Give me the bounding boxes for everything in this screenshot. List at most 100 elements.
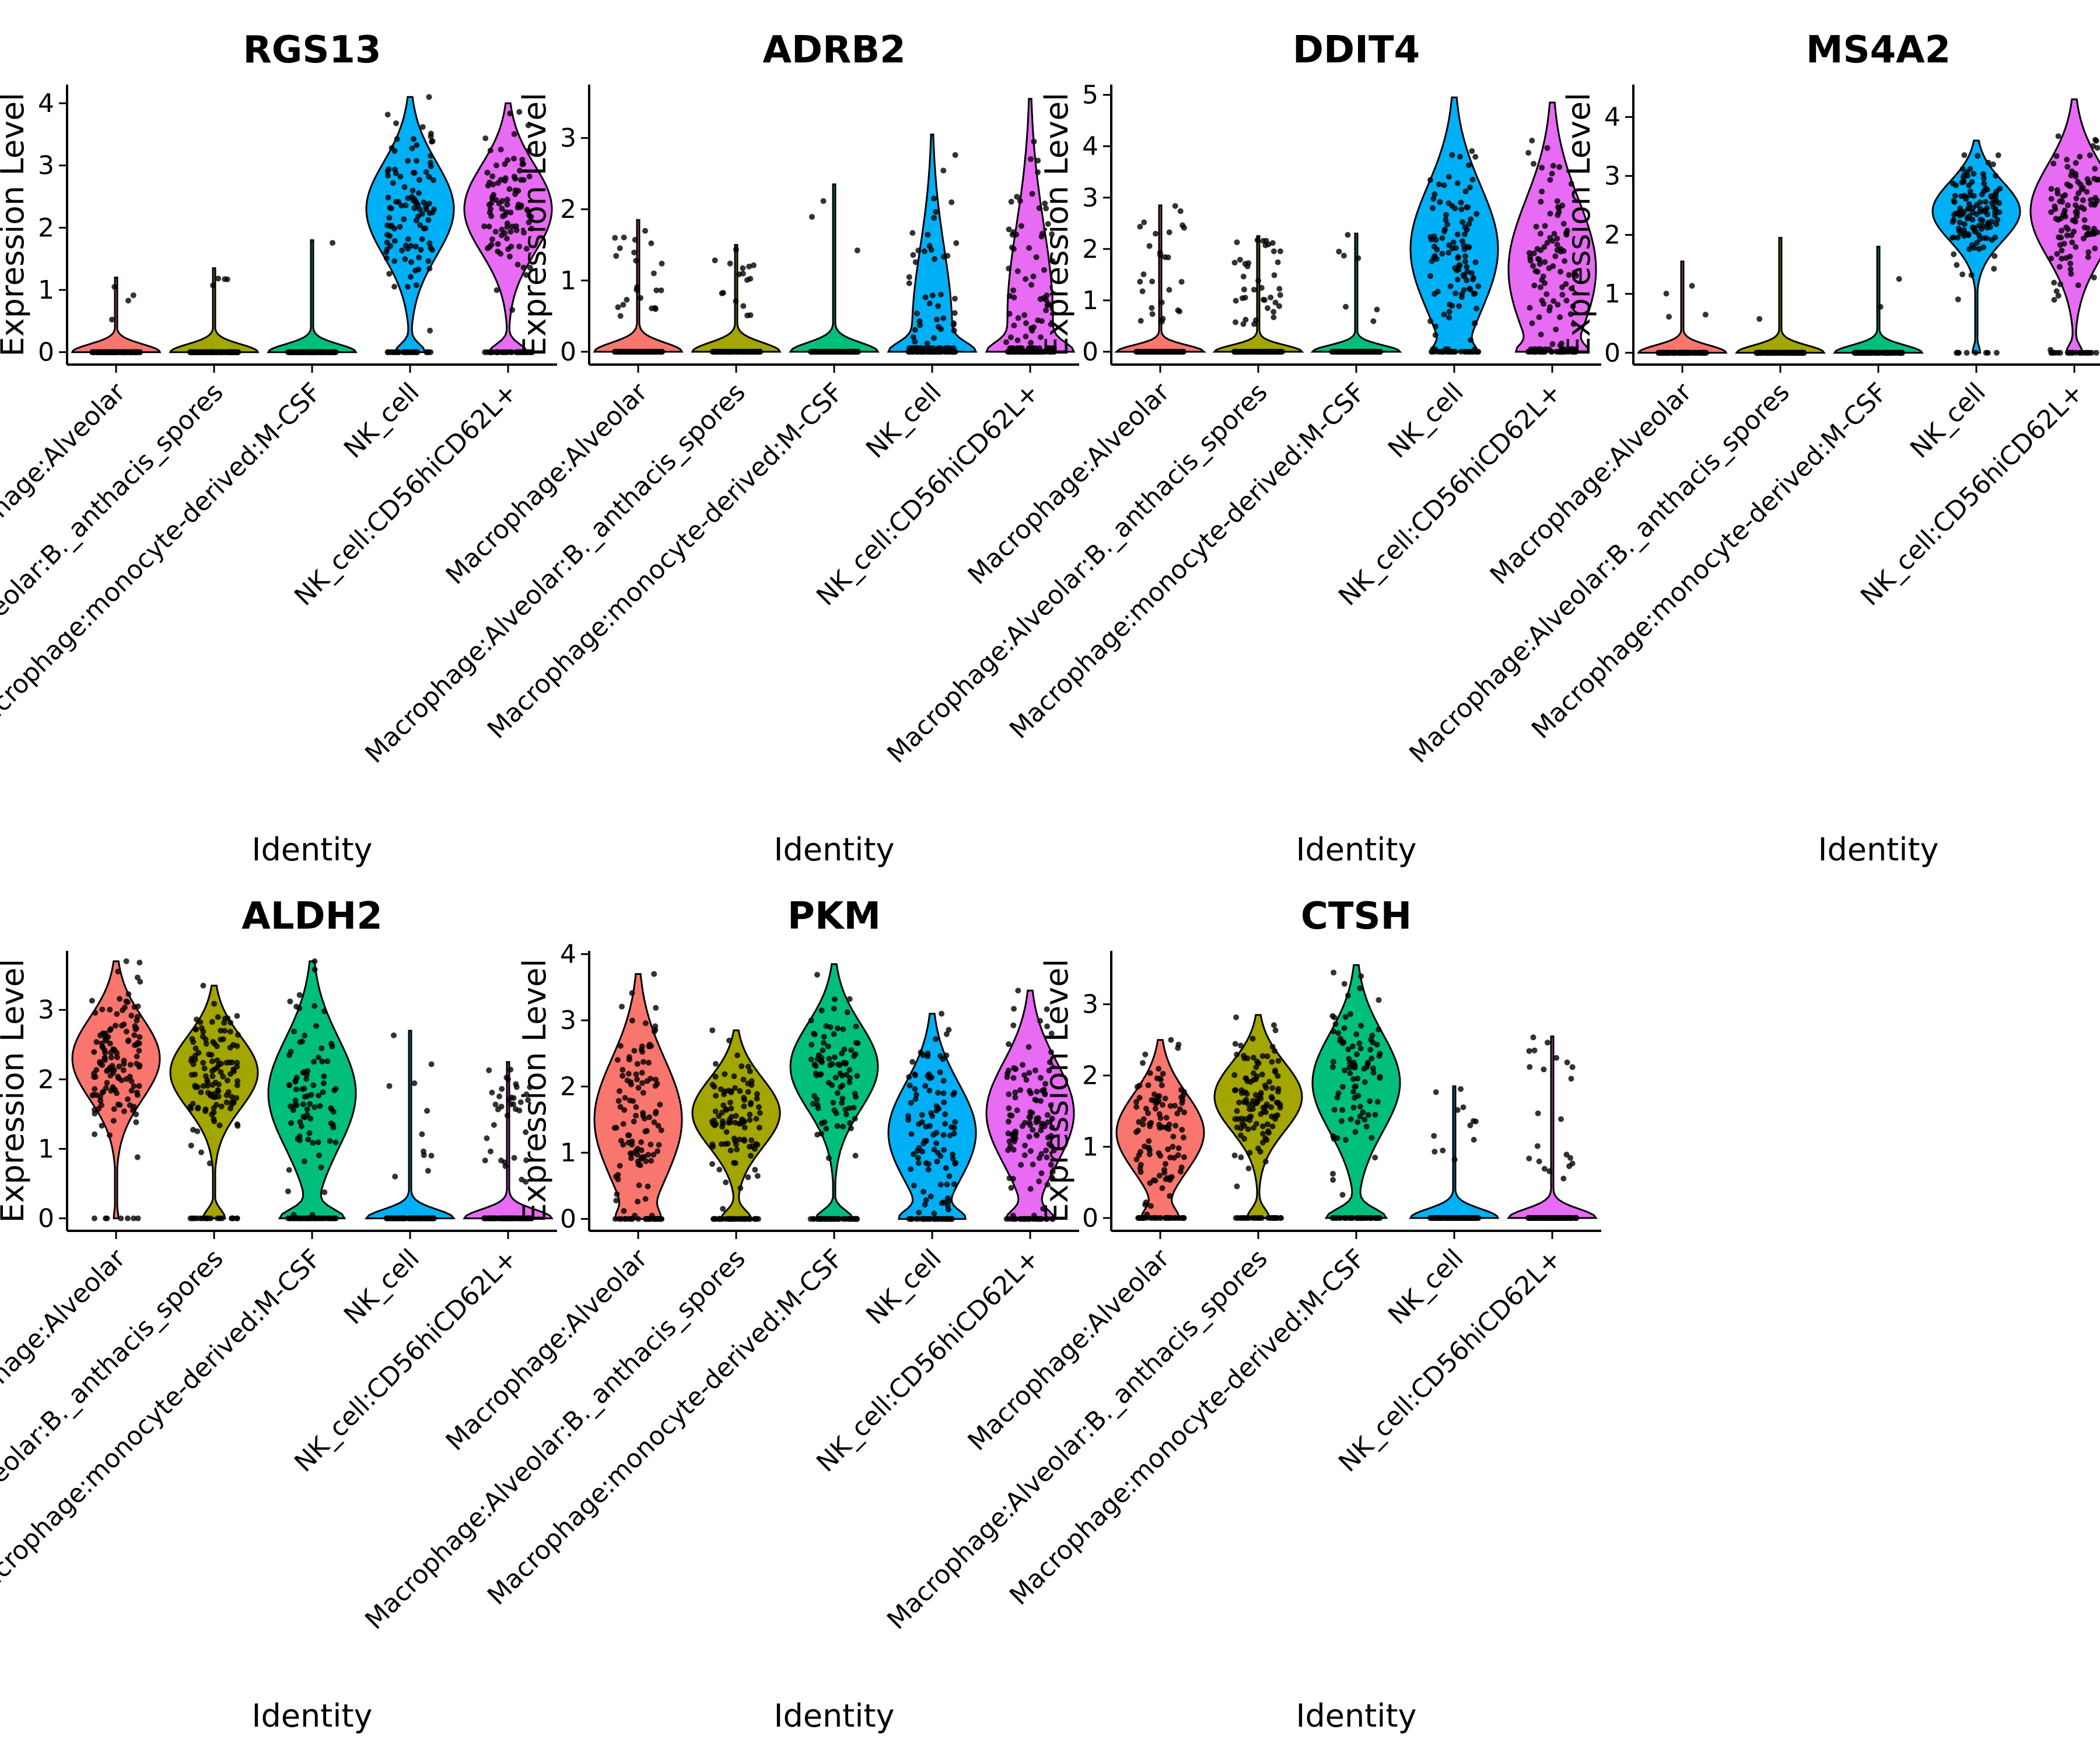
data-point <box>403 349 410 355</box>
data-point <box>906 274 912 280</box>
data-point <box>1014 1107 1020 1114</box>
data-point <box>133 1111 139 1118</box>
data-point <box>214 1101 219 1108</box>
data-point <box>1539 188 1545 195</box>
data-point <box>1035 169 1041 176</box>
data-point <box>1357 985 1363 992</box>
data-point <box>1470 276 1476 283</box>
data-point <box>1023 1077 1030 1083</box>
data-point <box>523 272 530 278</box>
data-point <box>1877 304 1884 310</box>
data-point <box>525 1097 531 1103</box>
data-point <box>302 1114 308 1121</box>
data-point <box>1156 1215 1162 1221</box>
data-point <box>134 1154 141 1160</box>
data-point <box>1532 346 1539 352</box>
data-point <box>1179 1126 1185 1133</box>
data-point <box>653 287 660 293</box>
data-point <box>204 349 210 355</box>
data-point <box>1233 319 1238 326</box>
data-point <box>104 349 111 355</box>
data-point <box>1955 235 1961 241</box>
data-point <box>657 1101 663 1108</box>
data-point <box>1006 349 1012 355</box>
data-point <box>1011 1006 1017 1012</box>
data-point <box>908 1100 914 1106</box>
data-point <box>1358 973 1364 979</box>
data-point <box>1357 1113 1363 1119</box>
data-point <box>132 1026 139 1032</box>
data-point <box>528 225 534 232</box>
data-point <box>312 1104 318 1111</box>
data-point <box>931 215 937 221</box>
data-point <box>1044 1112 1051 1118</box>
data-point <box>1446 250 1452 256</box>
data-point <box>1044 1181 1051 1188</box>
data-point <box>1464 264 1470 270</box>
data-point <box>1028 340 1034 346</box>
data-point <box>509 1215 516 1222</box>
data-point <box>1140 1060 1146 1066</box>
data-point <box>2050 160 2057 167</box>
data-point <box>1272 1069 1278 1075</box>
violin-shape <box>1114 204 1207 353</box>
data-point <box>204 1077 210 1083</box>
data-point <box>1049 1115 1055 1122</box>
data-point <box>915 1160 922 1166</box>
violin-shape <box>1409 96 1499 353</box>
data-point <box>1251 1055 1256 1060</box>
data-point <box>753 1115 760 1122</box>
data-point <box>412 267 418 274</box>
y-tick-label: 3 <box>560 1006 576 1035</box>
data-point <box>413 198 419 205</box>
data-point <box>330 240 335 246</box>
category-label: NK_cell <box>860 377 947 464</box>
data-point <box>288 1120 295 1126</box>
data-point <box>215 1062 222 1068</box>
data-point <box>492 229 499 235</box>
data-point <box>1372 1154 1378 1161</box>
data-point <box>2085 254 2091 260</box>
data-point <box>286 1167 292 1173</box>
data-point <box>950 1156 956 1162</box>
data-point <box>523 1091 530 1097</box>
data-point <box>1234 1183 1240 1189</box>
data-point <box>1364 1059 1371 1066</box>
data-point <box>2062 207 2068 214</box>
data-point <box>1452 265 1458 271</box>
data-point <box>1159 1185 1166 1191</box>
data-point <box>1461 274 1468 280</box>
data-point <box>409 145 415 152</box>
data-point <box>526 173 533 180</box>
data-point <box>214 1057 220 1063</box>
y-tick-label: 4 <box>560 940 576 970</box>
data-point <box>2092 166 2098 172</box>
data-point <box>1012 1094 1019 1101</box>
data-point <box>131 1083 137 1089</box>
data-point <box>1542 223 1548 229</box>
data-point <box>1458 206 1465 212</box>
data-point <box>1023 276 1028 282</box>
data-point <box>2055 293 2062 299</box>
data-point <box>839 1096 846 1102</box>
data-point <box>947 349 953 355</box>
data-point <box>733 1216 739 1222</box>
data-point <box>820 349 827 355</box>
data-point <box>1441 182 1447 188</box>
data-point <box>1009 1112 1015 1119</box>
data-point <box>913 1091 919 1098</box>
data-point <box>638 1156 645 1162</box>
data-point <box>487 147 494 153</box>
data-point <box>1432 191 1438 197</box>
data-point <box>1670 349 1676 356</box>
data-point <box>1352 1094 1358 1101</box>
data-point <box>115 968 121 975</box>
data-point <box>504 197 510 203</box>
data-point <box>220 1073 226 1080</box>
data-point <box>746 263 752 270</box>
data-point <box>413 217 419 223</box>
data-point <box>837 1070 844 1077</box>
data-point <box>200 1033 206 1040</box>
data-point <box>1471 290 1477 297</box>
data-point <box>1466 162 1472 169</box>
